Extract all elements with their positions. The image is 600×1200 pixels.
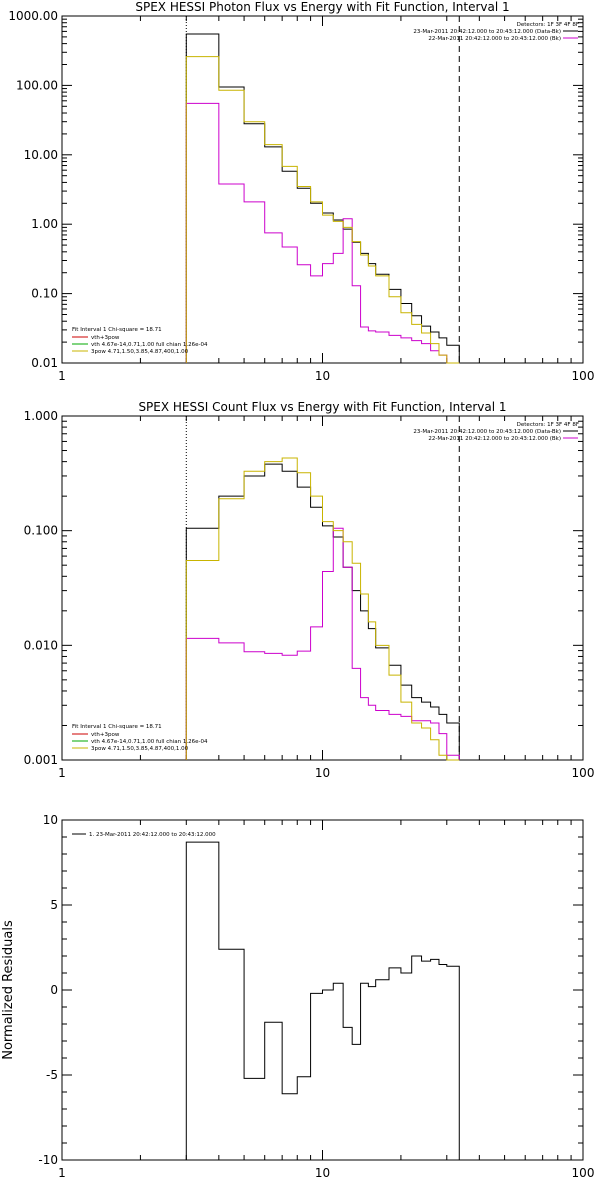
panel2-x-tick-label: 10	[315, 766, 330, 780]
panel2-title: SPEX HESSI Count Flux vs Energy with Fit…	[138, 400, 506, 414]
panel1-fit-legend-entry: 3pow 4.71,1.50,3.85,4.87,400,1.00	[91, 349, 189, 355]
panel2-legend-entry: 23-Mar-2011 20:42:12.000 to 20:43:12.000…	[413, 429, 561, 435]
panel2-y-tick-label: 0.001	[24, 753, 58, 767]
panel2-series-1-line	[185, 463, 460, 760]
panel1-x-tick-label: 1	[58, 369, 66, 383]
panel3-x-tick-label: 1	[58, 1166, 66, 1180]
panel2-legend-header: Detectors: 1F 3F 4F 8F	[517, 422, 579, 428]
panel3-x-tick-label: 100	[572, 1166, 595, 1180]
panel1-y-tick-label: 1000.00	[8, 9, 58, 23]
panel3-y-tick-label: -10	[38, 1153, 58, 1167]
panel3-y-tick-label: -5	[46, 1068, 58, 1082]
panel2-fit-legend-entry: vth 4.67e-14,0.71,1.00 full chian 1.26e-…	[91, 739, 208, 745]
panel3-legend-entry: 1. 23-Mar-2011 20:42:12.000 to 20:43:12.…	[89, 832, 216, 838]
panel1-y-tick-label: 0.10	[31, 287, 58, 301]
panel2-series-3-line	[185, 457, 460, 761]
panel1-y-tick-label: 100.00	[16, 78, 58, 92]
panel2-fit-legend-entry: 3pow 4.71,1.50,3.85,4.87,400,1.00	[91, 746, 189, 752]
panel2-x-tick-label: 100	[572, 766, 595, 780]
panel3-y-tick-label: 0	[50, 983, 58, 997]
panel2-series-2-line	[185, 527, 460, 760]
panel2-y-tick-label: 1.000	[24, 409, 58, 423]
panel2-fit-legend-header: Fit Interval 1 Chi-square = 18.71	[72, 724, 162, 730]
panel1-fit-legend-entry: vth+3pow	[91, 335, 120, 341]
panel1-plot-frame	[61, 15, 584, 364]
panel1-fit-legend-entry: vth 4.67e-14,0.71,1.00 full chian 1.26e-…	[91, 342, 208, 348]
panel1-y-tick-label: 10.00	[24, 148, 58, 162]
panel1-legend-header: Detectors: 1F 3F 4F 8F	[517, 22, 579, 28]
panel3-series-1-line	[185, 841, 460, 1160]
panel1-title: SPEX HESSI Photon Flux vs Energy with Fi…	[135, 0, 509, 14]
panel1-fit-legend-header: Fit Interval 1 Chi-square = 18.71	[72, 327, 162, 333]
panel3-x-tick-label: 10	[315, 1166, 330, 1180]
panel3-y-tick-label: 10	[43, 813, 58, 827]
panel2-x-tick-label: 1	[58, 766, 66, 780]
panel1-y-tick-label: 1.00	[31, 217, 58, 231]
panel2-y-tick-label: 0.100	[24, 524, 58, 538]
panel1-series-3-line	[185, 56, 460, 364]
panel2-y-tick-label: 0.010	[24, 638, 58, 652]
panel1-series-1-line	[185, 33, 460, 363]
panel2-legend-entry: 22-Mar-2011 20:42:12.000 to 20:43:12.000…	[428, 436, 561, 442]
panel1-y-tick-label: 0.01	[31, 356, 58, 370]
panel1-series-2-line	[185, 102, 460, 364]
panel1-legend-entry: 22-Mar-2011 20:42:12.000 to 20:43:12.000…	[428, 36, 561, 42]
panel2-fit-legend-entry: vth+3pow	[91, 732, 120, 738]
panel1-x-tick-label: 100	[572, 369, 595, 383]
panel1-legend-entry: 23-Mar-2011 20:42:12.000 to 20:43:12.000…	[413, 29, 561, 35]
panel3-y-tick-label: 5	[50, 898, 58, 912]
panel3-y-axis-label: Normalized Residuals	[1, 920, 16, 1060]
panel1-x-tick-label: 10	[315, 369, 330, 383]
